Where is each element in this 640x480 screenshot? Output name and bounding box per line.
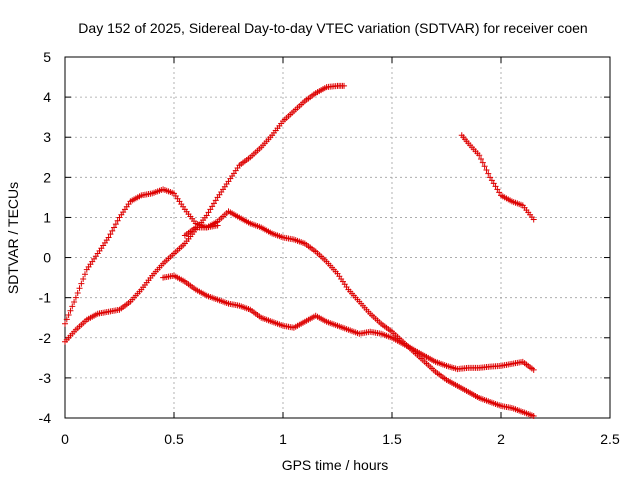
data-point: [492, 183, 499, 190]
data-point: [530, 216, 537, 223]
data-point: [105, 234, 112, 241]
y-tick-label: -2: [39, 330, 52, 346]
data-point: [530, 366, 537, 373]
data-point: [487, 174, 494, 181]
y-tick-label: 1: [43, 209, 51, 225]
data-marks: [62, 82, 537, 419]
data-point: [62, 320, 68, 327]
data-point: [341, 82, 348, 89]
plot-frame: [64, 56, 611, 419]
data-point: [74, 289, 81, 296]
data-point: [111, 224, 118, 231]
data-point: [478, 155, 485, 162]
data-point: [481, 163, 488, 170]
data-point: [496, 189, 503, 196]
data-point: [81, 271, 88, 278]
data-point: [76, 285, 83, 292]
grid-lines: [65, 57, 610, 418]
chart-title: Day 152 of 2025, Sidereal Day-to-day VTE…: [78, 20, 587, 36]
data-point: [483, 166, 490, 173]
y-tick-label: -3: [39, 370, 52, 386]
y-tick-label: 4: [43, 89, 51, 105]
y-tick-label: -1: [39, 290, 52, 306]
y-tick-label: 0: [43, 250, 51, 266]
data-point: [210, 200, 217, 207]
x-tick-label: 1: [279, 431, 287, 447]
data-point: [209, 203, 216, 210]
data-point: [65, 312, 72, 319]
data-point: [69, 303, 76, 310]
data-point: [212, 197, 219, 204]
x-axis-label: GPS time / hours: [282, 457, 389, 473]
y-tick-label: 3: [43, 129, 51, 145]
data-point: [488, 177, 495, 184]
series-track: [181, 208, 537, 419]
data-point: [107, 231, 114, 238]
data-point: [203, 212, 210, 219]
series-track: [62, 82, 348, 345]
x-tick-label: 1.5: [382, 431, 402, 447]
axis-ticks: 0 0.5 1 1.5 2 2.5 -4 -3 -2 -1 0 1 2 3 4 5: [39, 49, 620, 447]
data-point: [490, 180, 497, 187]
series-track: [458, 132, 537, 223]
y-tick-label: -4: [39, 410, 52, 426]
data-point: [112, 221, 119, 228]
data-point: [485, 170, 492, 177]
y-tick-label: 2: [43, 169, 51, 185]
data-point: [109, 227, 116, 234]
data-point: [80, 275, 87, 282]
data-point: [114, 217, 121, 224]
data-point: [78, 280, 85, 287]
data-point: [67, 307, 74, 314]
x-tick-label: 2.5: [600, 431, 620, 447]
data-point: [207, 206, 214, 213]
data-point: [72, 294, 79, 301]
data-point: [71, 299, 78, 306]
data-point: [479, 159, 486, 166]
data-point: [476, 152, 483, 159]
y-tick-label: 5: [43, 49, 51, 65]
data-point: [205, 209, 212, 216]
data-point: [63, 316, 70, 323]
x-tick-label: 0: [61, 431, 69, 447]
x-tick-label: 0.5: [164, 431, 184, 447]
y-axis-label: SDTVAR / TECUs: [5, 182, 21, 294]
data-point: [530, 412, 537, 419]
series-track: [160, 272, 537, 373]
series-track: [62, 186, 221, 327]
data-point: [494, 186, 501, 193]
x-tick-label: 2: [497, 431, 505, 447]
